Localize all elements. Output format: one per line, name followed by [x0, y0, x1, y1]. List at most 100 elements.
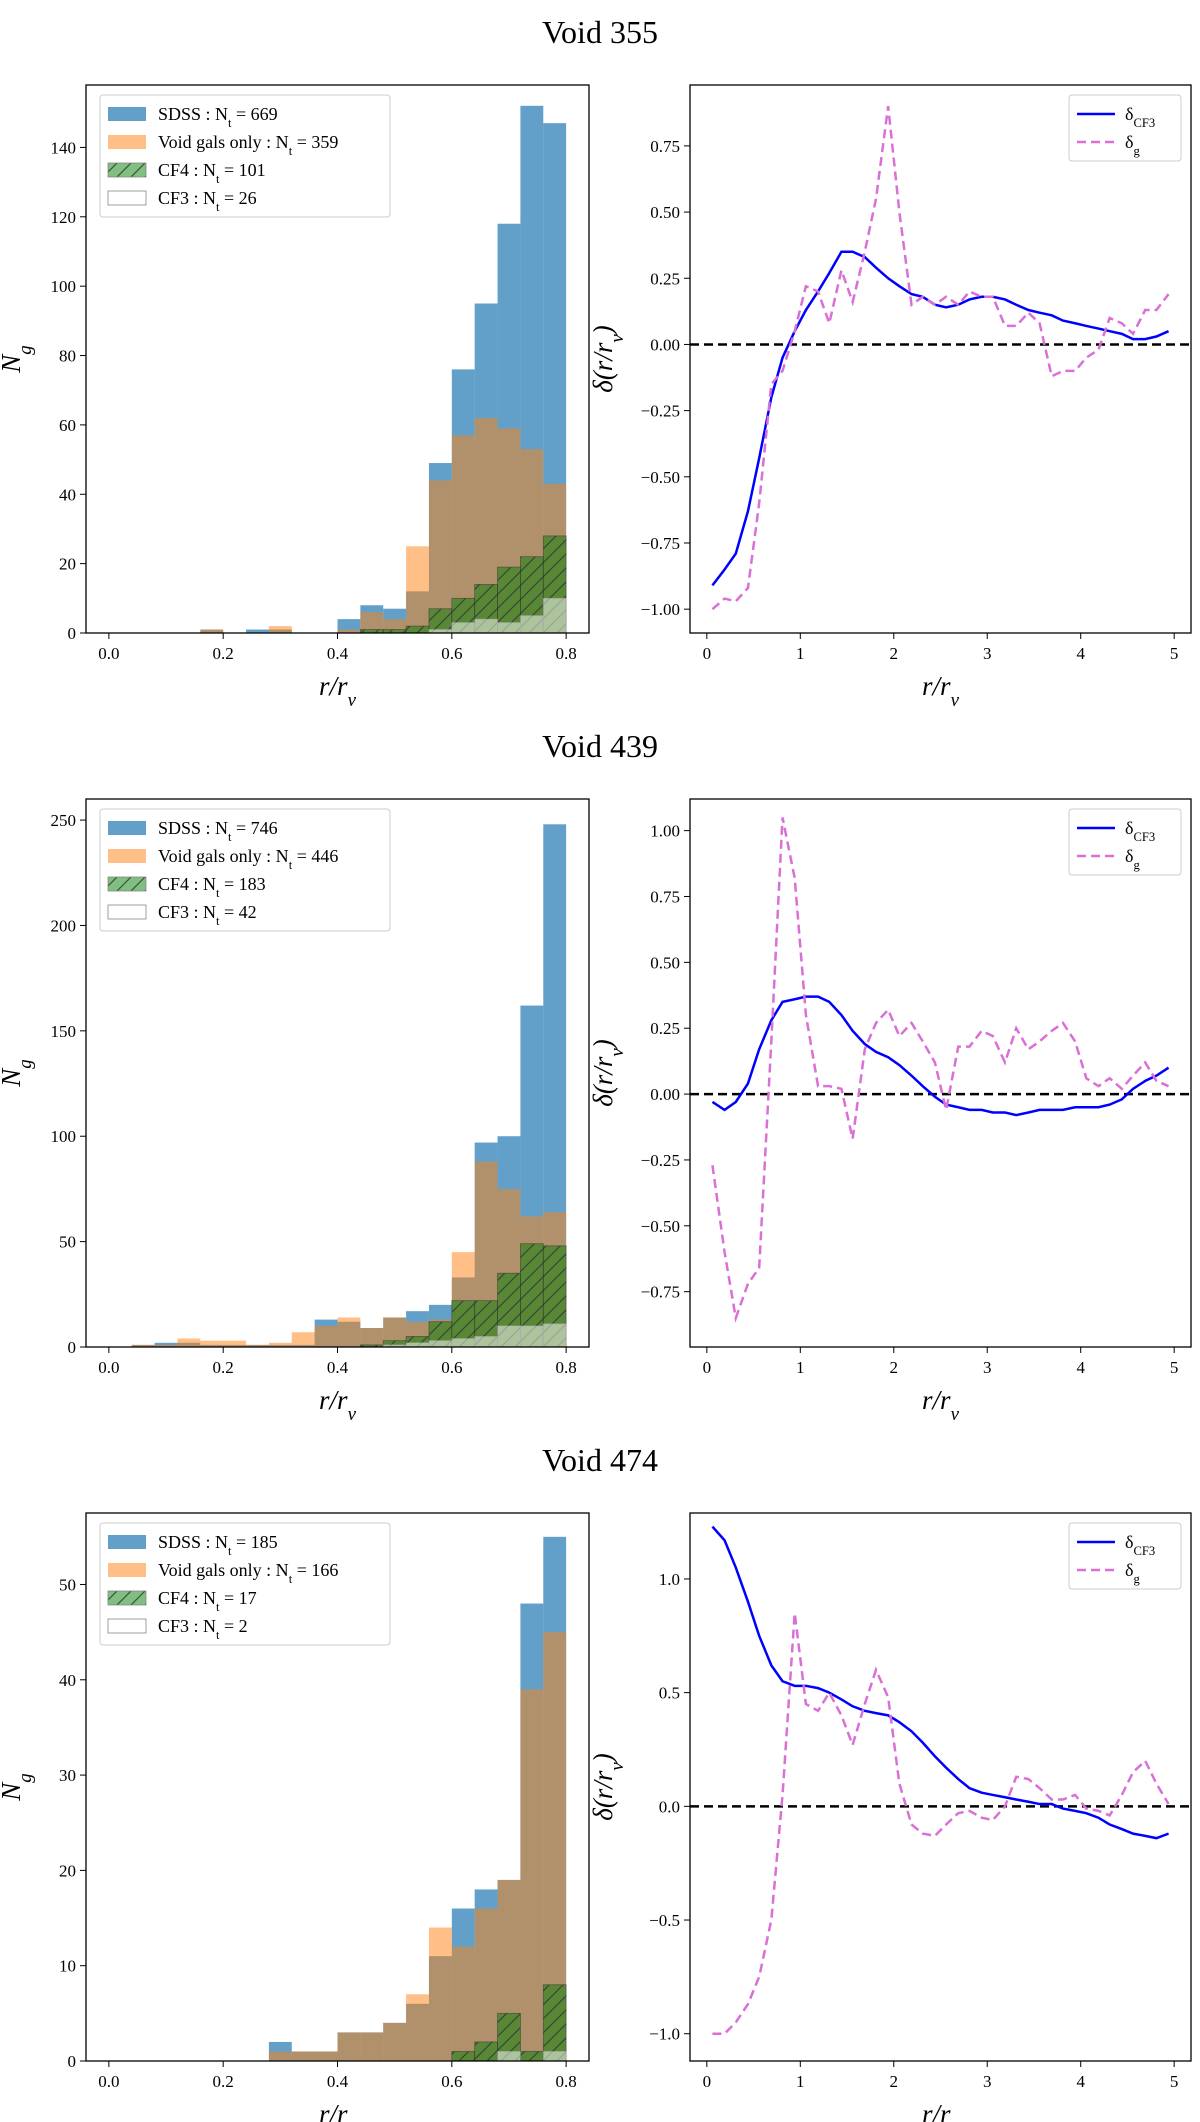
axes-frame [689, 1512, 1192, 2062]
x-tick-label: 0.6 [441, 2072, 462, 2091]
y-tick-label: 0.25 [650, 269, 680, 288]
x-tick-label: 0.6 [441, 644, 462, 663]
hist-bar [406, 546, 429, 633]
series-line [711, 817, 1170, 1323]
hist-bar [451, 622, 476, 634]
y-tick-label: −0.25 [641, 1151, 680, 1170]
hist-bar [474, 618, 498, 634]
x-tick-label: 3 [983, 2072, 992, 2091]
series-line [711, 995, 1170, 1117]
y-tick-label: 10 [59, 1957, 76, 1976]
hist-bar [360, 2032, 384, 2061]
y-tick-label: −0.50 [641, 468, 680, 487]
x-axis-label: r/rv [319, 1385, 357, 1425]
x-tick-label: 0.2 [213, 644, 234, 663]
hist-bar [360, 1328, 384, 1347]
hist-bar [383, 2022, 407, 2061]
x-axis-label: r/rv [319, 2099, 357, 2122]
x-tick-label: 0.0 [98, 644, 119, 663]
hist-bar [291, 2051, 315, 2061]
y-tick-label: 0.50 [650, 203, 680, 222]
x-tick-label: 0.0 [98, 2072, 119, 2091]
hist-bar [383, 1317, 407, 1347]
y-tick-label: −1.0 [649, 2025, 680, 2044]
hist-bar [542, 1984, 567, 2062]
y-tick-label: −0.5 [649, 1911, 680, 1930]
y-tick-label: 0 [68, 624, 77, 643]
hist-bar [451, 1946, 475, 2061]
hist-bar [200, 629, 224, 633]
x-tick-label: 4 [1076, 2072, 1085, 2091]
y-tick-label: 100 [51, 1127, 77, 1146]
hist-bar [314, 2051, 338, 2061]
y-tick-label: 0.00 [650, 335, 680, 354]
hist-bar [451, 2051, 476, 2062]
hist-bar [474, 417, 498, 633]
x-tick-label: 0.2 [213, 1358, 234, 1377]
x-tick-label: 0.4 [327, 644, 349, 663]
axes: 0 1 2 3 4 5 −1.00 −0.75 −0.50 −0.25 0.00 0.25 0.50 0.… [588, 84, 1192, 711]
hist-bar [474, 1908, 498, 2061]
hist-bar [543, 1632, 567, 2061]
x-tick-label: 0.8 [556, 644, 577, 663]
y-tick-label: 20 [59, 555, 76, 574]
hist-bar [268, 626, 292, 633]
y-tick-label: 150 [51, 1022, 77, 1041]
axes-frame [85, 798, 590, 1348]
x-tick-label: 0.0 [98, 1358, 119, 1377]
y-axis-label: δ(r/rv) [588, 1753, 628, 1820]
legend-swatch [108, 107, 146, 121]
legend-swatch [108, 1563, 146, 1577]
y-tick-label: 1.00 [650, 822, 680, 841]
x-tick-label: 0.4 [327, 2072, 349, 2091]
x-tick-label: 1 [796, 2072, 805, 2091]
y-tick-label: 50 [59, 1575, 76, 1594]
y-tick-label: 20 [59, 1861, 76, 1880]
hist-bar [223, 1340, 247, 1347]
axes-frame [85, 1512, 590, 2062]
y-tick-label: 0.0 [659, 1797, 680, 1816]
hist-bar [200, 1340, 224, 1347]
row-title: Void 474 [542, 1442, 658, 1478]
y-tick-label: 0.50 [650, 953, 680, 972]
y-tick-label: −0.50 [641, 1217, 680, 1236]
y-tick-label: 0 [68, 2052, 77, 2071]
x-axis-label: r/rv [922, 671, 960, 711]
hist-bar [177, 1338, 201, 1347]
x-tick-label: 0 [703, 1358, 712, 1377]
legend-box [99, 94, 391, 218]
y-axis-label: Ng [0, 1059, 36, 1087]
y-tick-label: −0.75 [641, 1283, 680, 1302]
hist-bar [131, 1344, 155, 1347]
x-tick-label: 0.2 [213, 2072, 234, 2091]
x-tick-label: 2 [890, 2072, 899, 2091]
legend-swatch [108, 849, 146, 863]
y-tick-label: 80 [59, 347, 76, 366]
x-tick-label: 5 [1170, 644, 1179, 663]
y-tick-label: 0.75 [650, 137, 680, 156]
legend-swatch [107, 1590, 147, 1606]
legend-box [1068, 94, 1182, 162]
y-tick-label: 140 [51, 138, 77, 157]
y-tick-label: −1.00 [641, 600, 680, 619]
y-tick-label: 60 [59, 416, 76, 435]
hist-bar [314, 1325, 338, 1347]
hist-bar [497, 1325, 521, 1348]
legend-swatch [108, 1535, 146, 1549]
y-tick-label: 0.00 [650, 1085, 680, 1104]
axes-frame [689, 798, 1192, 1348]
series-line [711, 1525, 1170, 1840]
x-axis-label: r/rv [922, 1385, 960, 1425]
y-tick-label: −0.75 [641, 534, 680, 553]
series-line [712, 1612, 1170, 2035]
hist-bar [520, 1325, 544, 1348]
x-tick-label: 0.6 [441, 1358, 462, 1377]
axes: 0.00.20.40.60.8020406080100120140r/rvNgS… [0, 84, 590, 711]
legend-swatch [107, 876, 147, 892]
y-tick-label: 0.75 [650, 887, 680, 906]
y-tick-label: 0.5 [659, 1684, 680, 1703]
hist-bar [406, 1994, 429, 2061]
y-tick-label: 40 [59, 1671, 76, 1690]
hist-bar [337, 2032, 361, 2061]
x-tick-label: 3 [983, 644, 992, 663]
